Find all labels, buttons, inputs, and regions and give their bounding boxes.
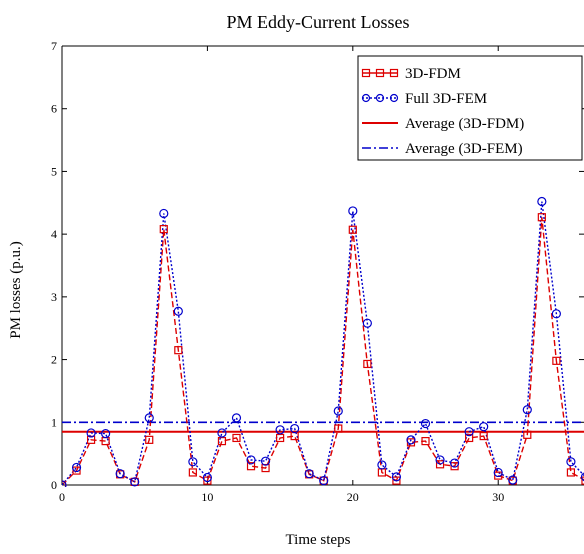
fdm-point [72,466,81,475]
legend-label: Full 3D-FEM [405,91,487,107]
fem-point [580,472,584,482]
fem-point [362,318,372,328]
legend-fem-marker [361,93,371,103]
fem-point [522,405,532,415]
fem-point [464,427,474,437]
y-tick-label: 2 [51,353,57,367]
legend-fdm-marker [375,68,385,78]
fdm-point [421,437,430,446]
fem-point [71,462,82,473]
fem-point [144,413,154,423]
fem-point [319,476,329,486]
fdm-point [86,435,96,444]
x-tick-label: 0 [59,490,65,504]
chart-title: PM Eddy-Current Losses [227,12,410,32]
series-fdm-line [62,217,584,486]
fem-point [493,467,503,478]
y-tick-label: 6 [51,102,57,116]
fem-point [479,422,489,432]
x-axis-label: Time steps [286,532,351,548]
legend-fdm-marker [361,68,371,78]
fem-point [86,428,96,438]
fem-point [275,425,285,435]
fdm-point [552,356,561,365]
series-group [62,196,584,487]
y-tick-label: 1 [51,415,57,429]
fem-point [304,469,314,479]
fdm-point [392,476,401,485]
x-tick-label: 20 [347,490,359,504]
fem-point [333,406,343,416]
fdm-point [174,346,183,355]
fem-point [62,480,67,487]
y-tick-label: 7 [51,39,57,53]
fdm-point [465,433,474,443]
fdm-point [334,424,343,433]
y-axis-label: PM losses (p.u.) [8,241,24,339]
fem-point [508,475,518,485]
fdm-point [581,476,584,485]
plot-area: 0 1 2 3 4 5 6 7 0 10 20 30 [51,39,584,504]
fdm-point [494,471,503,480]
y-tick-label: 4 [51,227,57,241]
fdm-point [435,460,445,469]
fdm-point [348,225,357,234]
fem-point [449,458,460,468]
legend-label: 3D-FDM [405,66,461,82]
fem-point [406,435,416,445]
fem-point [202,472,213,483]
legend-fdm-marker [389,68,399,78]
fem-point [377,460,387,470]
legend: 3D-FDM Full 3D-FEM Average (3D-FDM) Average… [357,55,583,161]
fem-point [420,418,431,429]
fem-point [217,428,227,438]
fdm-point [261,463,270,473]
fem-point [130,477,140,487]
fem-point [188,457,198,467]
fem-point [231,413,242,423]
fdm-point [566,468,576,477]
legend-fem-marker [389,93,399,103]
legend-fem-marker [375,93,385,103]
fdm-point [523,430,532,439]
fem-point [551,309,561,319]
fem-point [348,206,358,216]
fem-point [173,306,183,316]
fem-point [537,196,547,207]
fdm-point [217,437,227,446]
fem-point [391,472,402,482]
x-tick-label: 10 [201,490,213,504]
fem-point [260,456,271,466]
fem-point [566,457,576,467]
fem-point [246,455,256,465]
fdm-point [246,462,256,471]
fem-point [101,428,111,439]
fem-point [115,469,125,479]
fdm-point [450,462,459,471]
fdm-point [232,433,241,443]
legend-label: Average (3D-FEM) [405,141,523,157]
fem-point [435,455,445,465]
fdm-point [188,468,197,477]
fdm-point [159,225,168,234]
fdm-point [276,433,285,443]
fdm-point [203,476,212,485]
fdm-point [145,435,154,444]
fdm-point [363,359,372,369]
y-tick-label: 5 [51,164,57,178]
x-tick-label: 30 [492,490,504,504]
legend-label: Average (3D-FDM) [405,116,524,132]
fem-point [290,423,300,434]
fdm-point [537,213,546,222]
y-tick-label: 0 [51,478,57,492]
fem-point [159,208,169,219]
series-fem-line [62,201,584,486]
y-tick-label: 3 [51,290,57,304]
fdm-point [479,431,488,441]
